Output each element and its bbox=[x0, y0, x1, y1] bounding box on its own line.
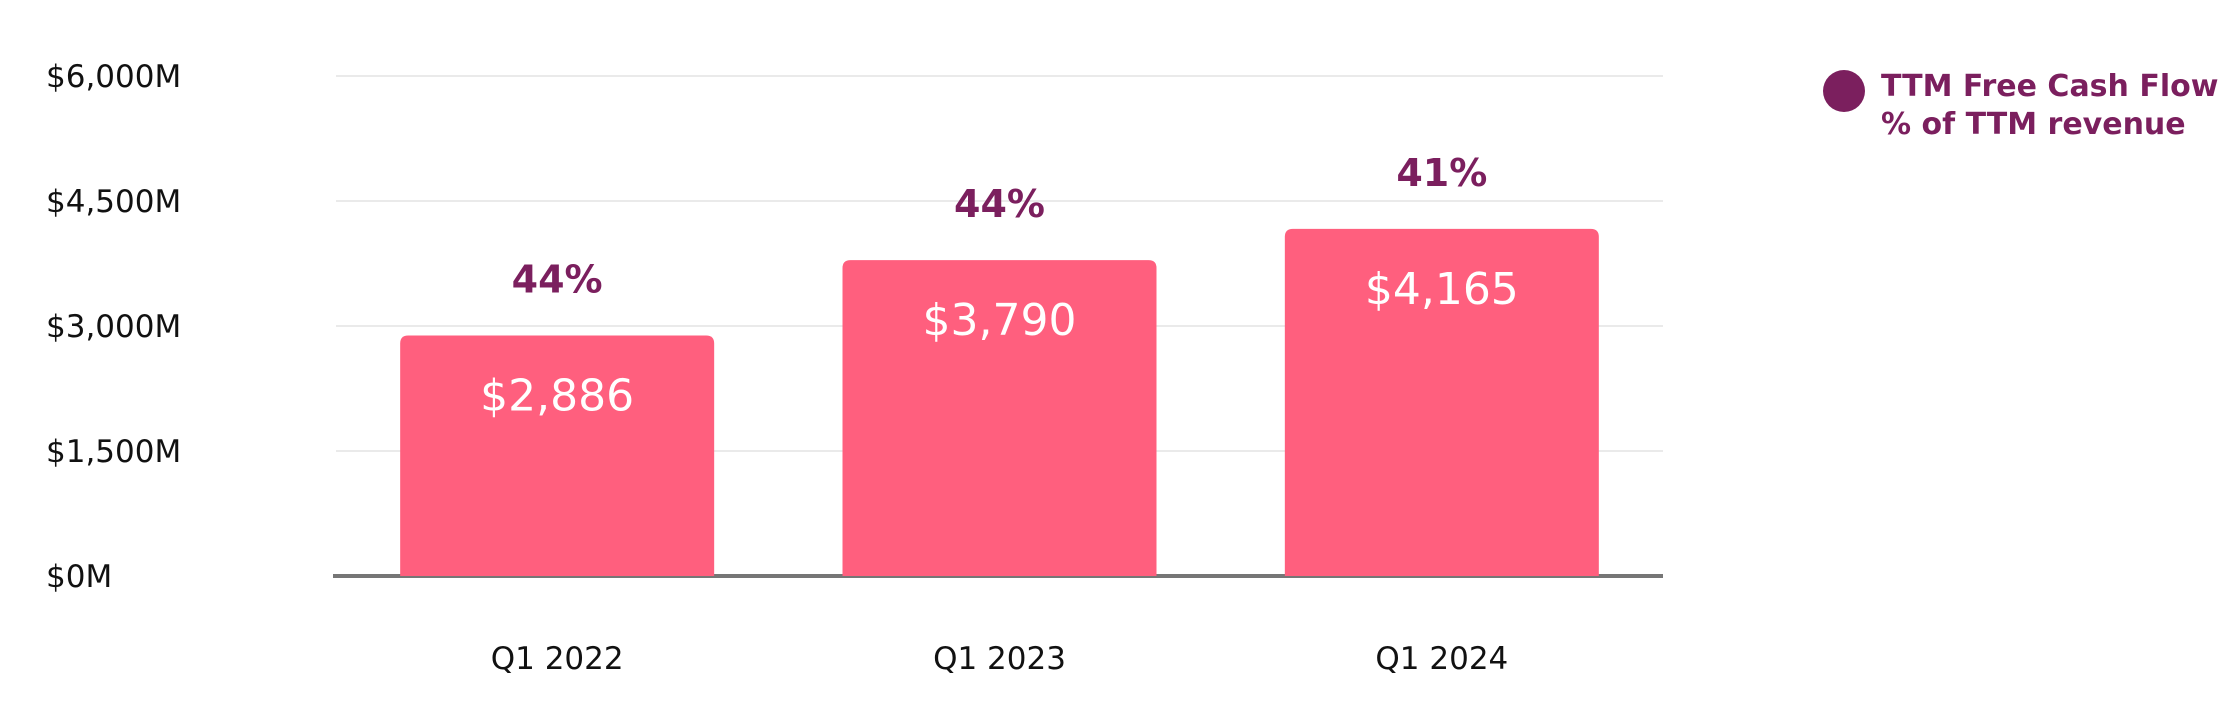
y-tick-label: $4,500M bbox=[46, 184, 181, 220]
x-tick-label: Q1 2022 bbox=[491, 641, 624, 677]
y-tick-label: $3,000M bbox=[46, 309, 181, 345]
bar bbox=[842, 260, 1157, 576]
bar-value-label: $4,165 bbox=[1365, 264, 1519, 315]
bar-value-label: $3,790 bbox=[923, 295, 1077, 346]
legend: TTM Free Cash Flow % of TTM revenue bbox=[1823, 68, 2218, 144]
y-tick-label: $1,500M bbox=[46, 434, 181, 470]
legend-line-series: TTM Free Cash Flow bbox=[1881, 69, 2219, 104]
bars bbox=[400, 228, 1599, 576]
bar-percent-label: 41% bbox=[1396, 151, 1487, 195]
y-tick-label: $0M bbox=[46, 559, 112, 595]
legend-label: TTM Free Cash Flow % of TTM revenue bbox=[1881, 68, 2218, 144]
bar bbox=[1284, 228, 1599, 576]
bar-percent-label: 44% bbox=[954, 182, 1045, 226]
bar-percent-label: 44% bbox=[512, 258, 603, 302]
legend-line-percent: % of TTM revenue bbox=[1881, 107, 2186, 142]
x-tick-label: Q1 2024 bbox=[1375, 641, 1508, 677]
x-tick-label: Q1 2023 bbox=[933, 641, 1066, 677]
y-tick-label: $6,000M bbox=[46, 59, 181, 95]
bar-value-label: $2,886 bbox=[480, 371, 634, 422]
legend-marker-icon bbox=[1823, 70, 1865, 112]
labels: $0M $1,500M $3,000M $4,500M $6,000M $2,886 44%… bbox=[46, 59, 1519, 677]
bar bbox=[400, 335, 715, 576]
